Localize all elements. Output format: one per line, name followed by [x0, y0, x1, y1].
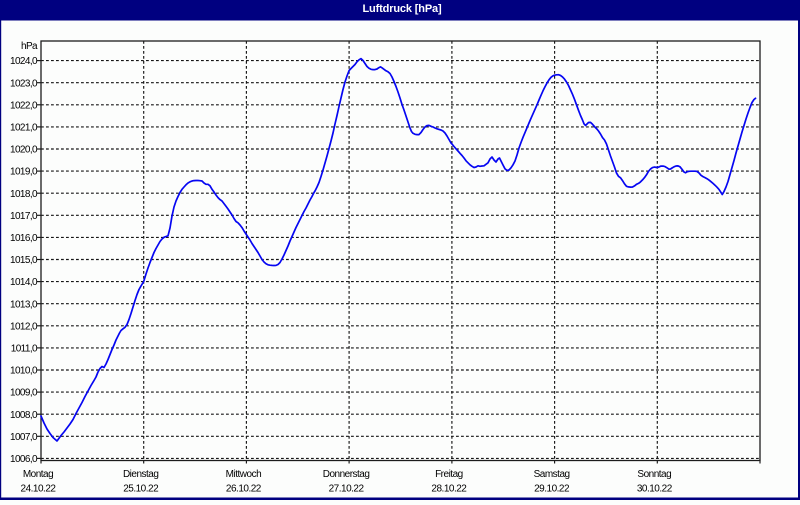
svg-text:Samstag: Samstag: [534, 469, 570, 480]
svg-text:Sonntag: Sonntag: [637, 469, 671, 480]
svg-text:1016,0: 1016,0: [10, 233, 38, 244]
svg-text:1015,0: 1015,0: [10, 255, 38, 266]
svg-text:26.10.22: 26.10.22: [226, 484, 262, 495]
svg-text:27.10.22: 27.10.22: [329, 484, 365, 495]
svg-text:1019,0: 1019,0: [10, 167, 38, 178]
svg-text:1017,0: 1017,0: [10, 211, 38, 222]
svg-text:1011,0: 1011,0: [11, 344, 38, 355]
svg-text:1014,0: 1014,0: [10, 277, 38, 288]
svg-text:29.10.22: 29.10.22: [534, 484, 570, 495]
svg-text:1009,0: 1009,0: [10, 388, 38, 399]
svg-text:Donnerstag: Donnerstag: [323, 469, 370, 480]
svg-text:30.10.22: 30.10.22: [637, 484, 673, 495]
svg-text:Luftdruck [hPa]: Luftdruck [hPa]: [362, 3, 442, 15]
svg-text:Mittwoch: Mittwoch: [226, 469, 261, 480]
svg-text:hPa: hPa: [21, 41, 38, 52]
svg-text:28.10.22: 28.10.22: [431, 484, 467, 495]
svg-text:1018,0: 1018,0: [10, 189, 38, 200]
svg-text:Dienstag: Dienstag: [123, 469, 158, 480]
svg-text:24.10.22: 24.10.22: [21, 484, 57, 495]
svg-text:1013,0: 1013,0: [10, 299, 38, 310]
svg-text:1024,0: 1024,0: [10, 56, 38, 67]
svg-text:1022,0: 1022,0: [10, 100, 38, 111]
svg-text:25.10.22: 25.10.22: [123, 484, 159, 495]
svg-text:1023,0: 1023,0: [10, 78, 38, 89]
svg-text:1008,0: 1008,0: [10, 410, 38, 421]
svg-text:1010,0: 1010,0: [10, 366, 38, 377]
svg-text:1020,0: 1020,0: [10, 145, 38, 156]
svg-text:1012,0: 1012,0: [10, 321, 38, 332]
svg-text:1021,0: 1021,0: [10, 123, 38, 134]
svg-text:Freitag: Freitag: [435, 469, 463, 480]
svg-text:1007,0: 1007,0: [10, 432, 38, 443]
svg-text:Montag: Montag: [23, 469, 53, 480]
svg-text:1006,0: 1006,0: [10, 454, 38, 465]
